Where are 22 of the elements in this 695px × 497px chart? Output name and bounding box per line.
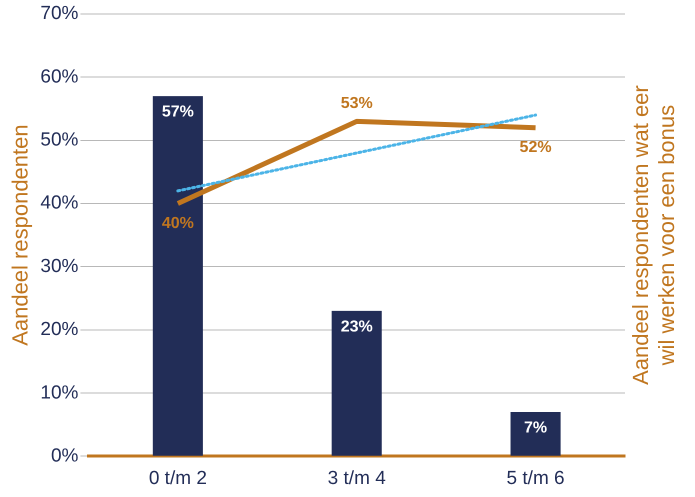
y-axis-title: Aandeel respondenten: [7, 124, 32, 346]
bar: [332, 310, 382, 456]
data-label: 40%: [162, 214, 194, 232]
data-label: 57%: [162, 104, 194, 121]
y-tick-label: 30%: [40, 256, 79, 277]
data-label: 23%: [340, 318, 373, 336]
data-label: 52%: [520, 139, 552, 156]
x-tick-label: 0 t/m 2: [148, 468, 207, 489]
y-tick-label: 0%: [50, 445, 79, 466]
y-tick-label: 20%: [40, 319, 79, 340]
y2-axis-title: Aandeel respondenten wat eer wil werken voor een bonus: [628, 85, 680, 385]
bar: [510, 412, 561, 456]
data-label: 7%: [524, 419, 548, 436]
x-tick-label: 5 t/m 6: [506, 468, 565, 489]
data-label: 53%: [340, 94, 373, 112]
y-tick-label: 10%: [40, 382, 79, 404]
y-tick-label: 60%: [40, 66, 79, 88]
x-tick-label: 3 t/m 4: [328, 468, 386, 489]
y-tick-label: 40%: [40, 192, 79, 214]
y-tick-label: 70%: [40, 3, 79, 24]
bar: [152, 96, 203, 456]
y-tick-label: 50%: [40, 130, 79, 151]
